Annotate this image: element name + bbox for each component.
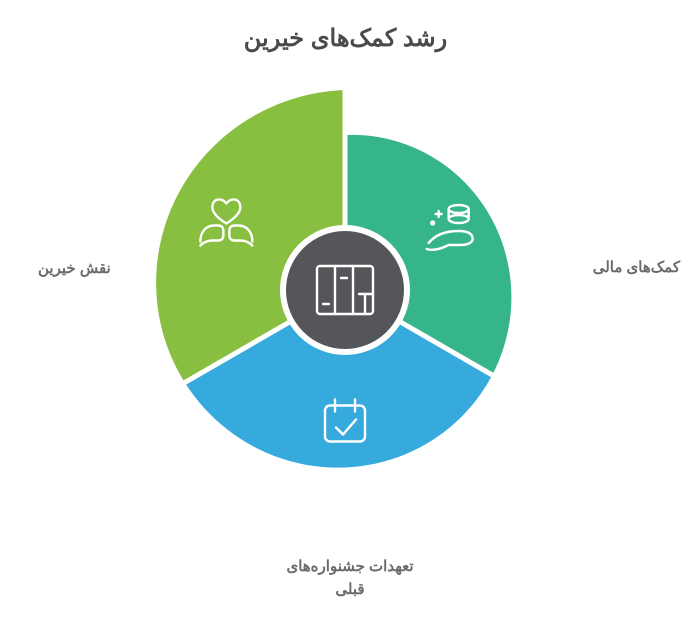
segment-label-right: کمک‌های مالی [560, 257, 680, 280]
segment-label-bottom: تعهدات جشنواره‌هایقبلی [250, 556, 450, 601]
center-hub [283, 228, 407, 352]
spiral-pie-diagram [0, 90, 691, 530]
diagram-wrap [0, 90, 691, 530]
segment-label-left: نقش خیرین [38, 258, 148, 281]
page-title: رشد کمک‌های خیرین [0, 24, 691, 53]
infographic-page: رشد کمک‌های خیرین کمک‌های مالی نقش خیرین… [0, 0, 691, 630]
